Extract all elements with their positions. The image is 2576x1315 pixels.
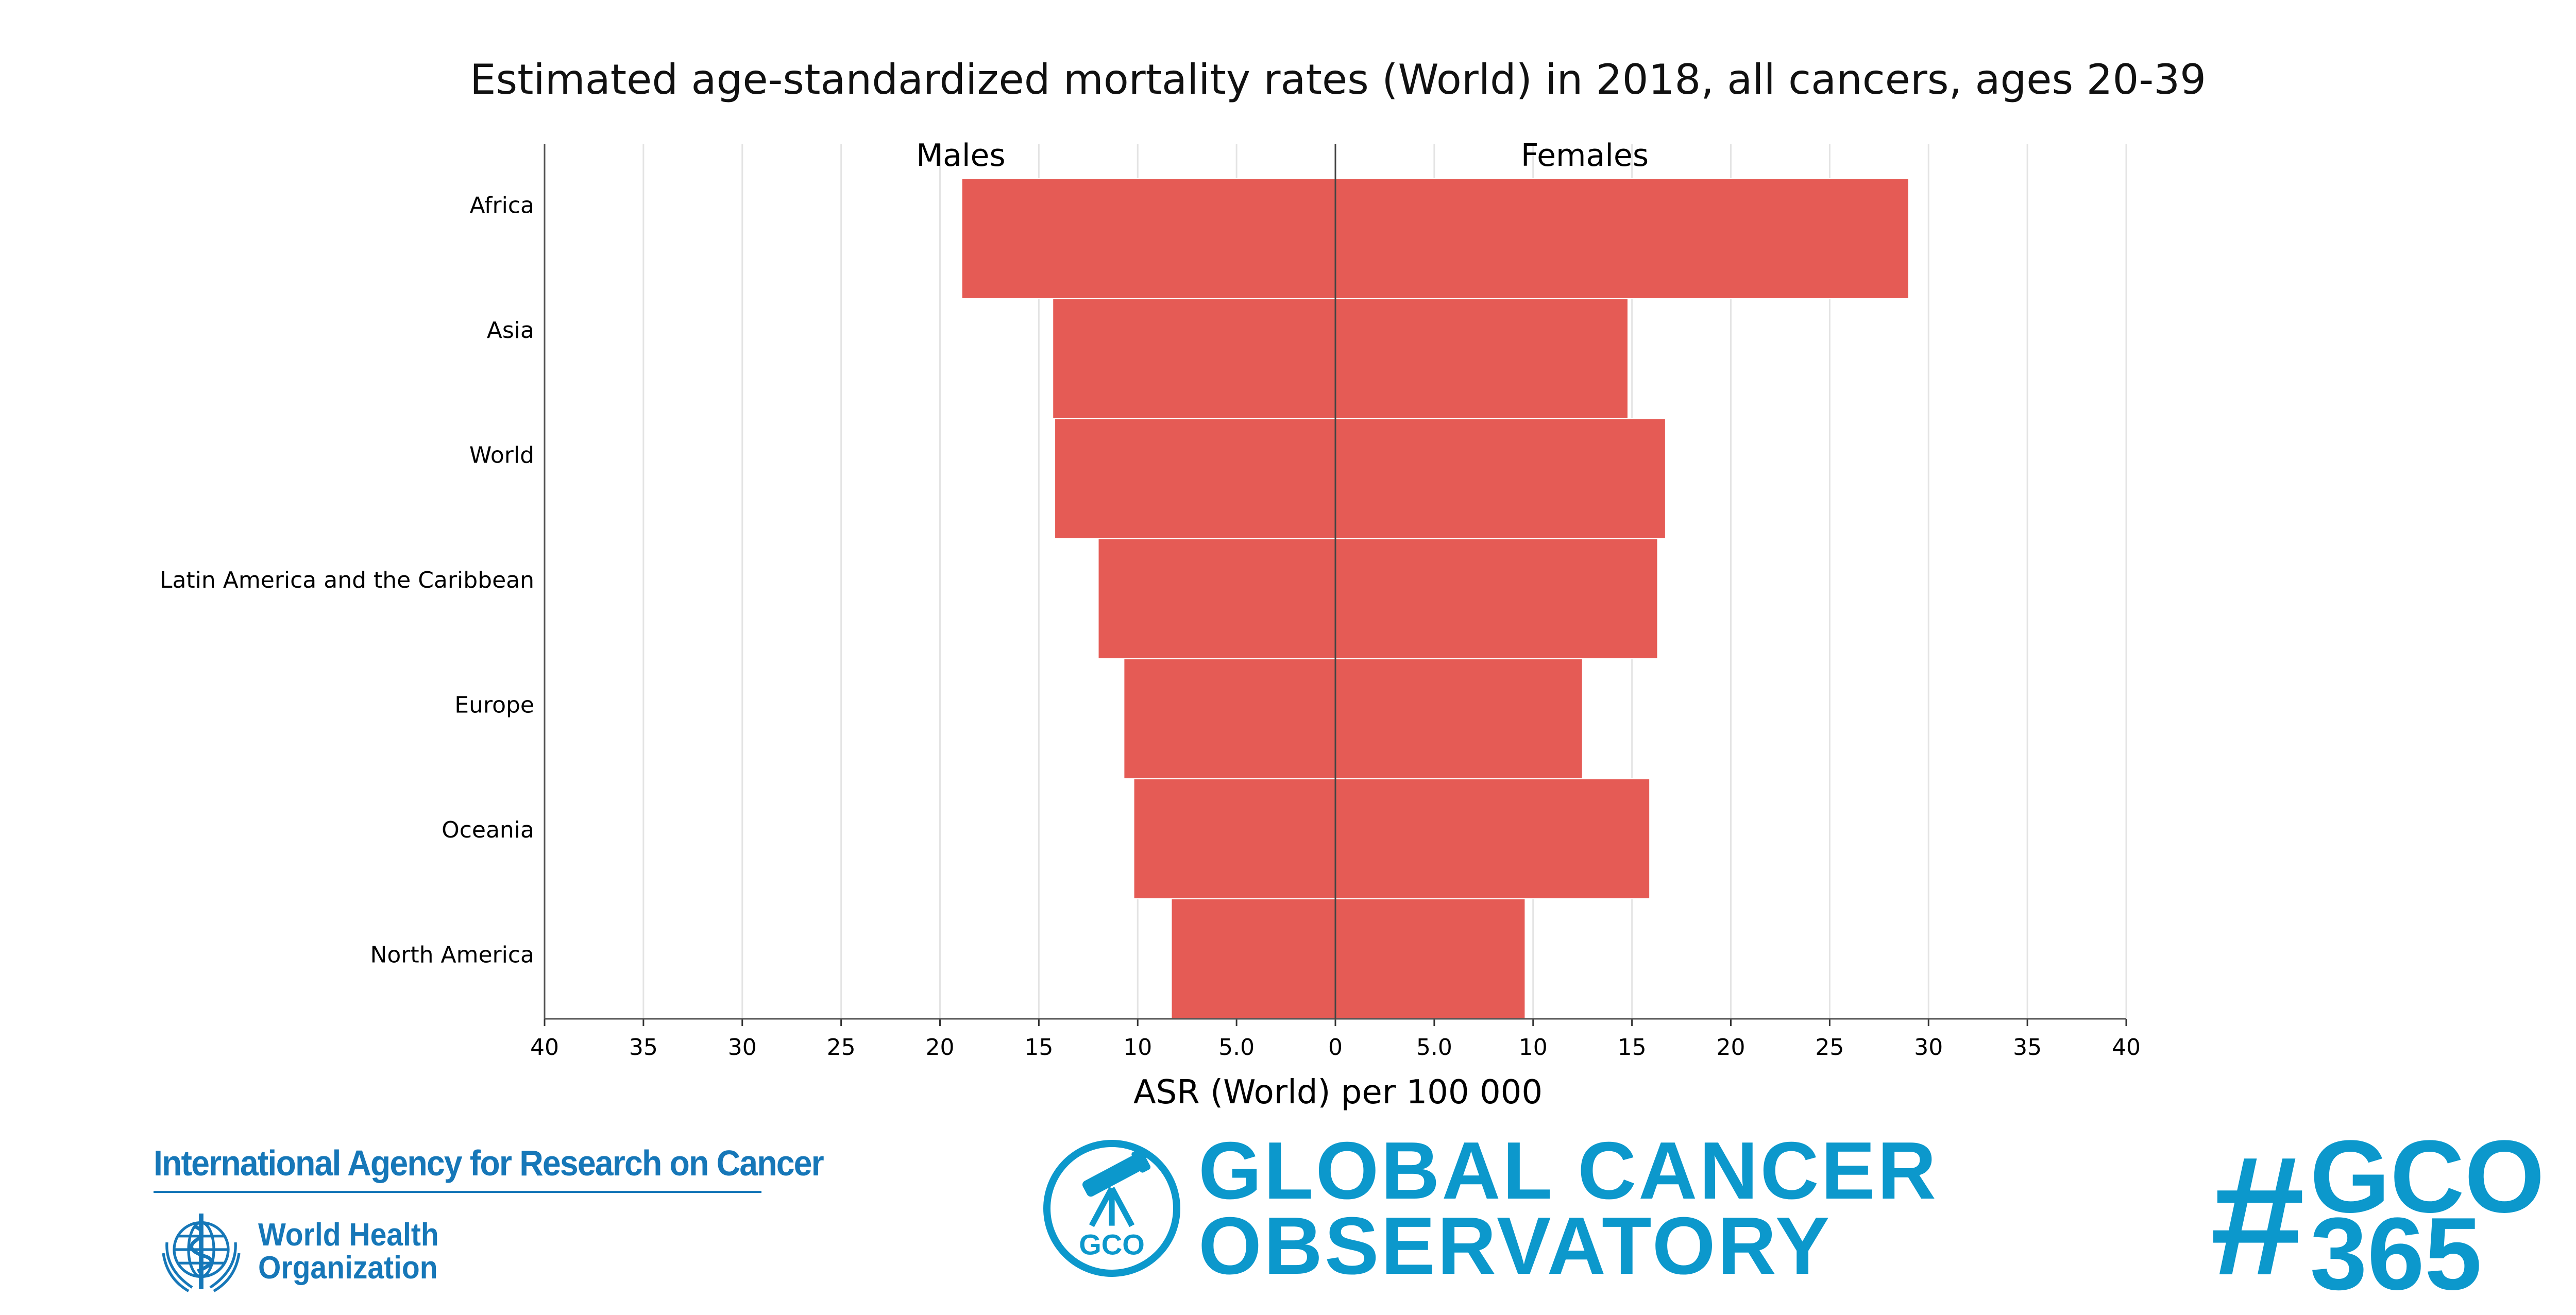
hashtag-gco365: # GCO 365 (2210, 1119, 2545, 1311)
x-tick-label: 15 (1024, 1034, 1053, 1061)
y-category-label: Europe (454, 692, 534, 719)
y-category-label: Oceania (442, 817, 534, 843)
bar-females (1335, 778, 1651, 899)
bar-males (1054, 418, 1336, 539)
x-tick-label: 35 (629, 1034, 658, 1061)
series-label-females: Females (1521, 138, 1649, 174)
chart-title: Estimated age-standardized mortality rat… (470, 56, 2206, 104)
x-tick-label: 40 (2112, 1034, 2141, 1061)
x-tick-label: 15 (1618, 1034, 1647, 1061)
x-tick-label: 30 (1914, 1034, 1943, 1061)
y-category-label: Latin America and the Caribbean (160, 567, 534, 593)
x-axis-label: ASR (World) per 100 000 (1133, 1073, 1543, 1112)
x-tick-label: 10 (1123, 1034, 1152, 1061)
bar-females (1335, 898, 1526, 1019)
iarc-name: International Agency for Research on Can… (154, 1143, 824, 1183)
telescope-icon: GCO (1043, 1140, 1180, 1277)
gco-badge-text: GCO (1079, 1228, 1145, 1261)
y-category-label: World (469, 442, 534, 468)
who-emblem-icon (162, 1214, 241, 1292)
hashtag-line1: GCO (2310, 1119, 2545, 1234)
x-tick-label: 35 (2013, 1034, 2042, 1061)
x-tick-label: 25 (827, 1034, 856, 1061)
bar-males (1133, 778, 1336, 899)
x-tick-label: 20 (1717, 1034, 1745, 1061)
x-tick-label: 20 (926, 1034, 955, 1061)
x-tick-label: 0 (1328, 1034, 1343, 1061)
who-name-line2: Organization (258, 1250, 438, 1286)
gco-logo: GCO GLOBAL CANCER OBSERVATORY (1040, 1125, 1938, 1291)
bar-females (1335, 418, 1666, 539)
x-tick-label: 30 (728, 1034, 757, 1061)
iarc-who-logo: International Agency for Research on Can… (154, 1142, 824, 1296)
y-category-label: Africa (470, 192, 535, 218)
x-tick-label: 10 (1519, 1034, 1548, 1061)
x-tick-label: 5.0 (1218, 1034, 1255, 1061)
y-category-label: North America (370, 942, 534, 968)
bar-females (1335, 178, 1909, 299)
bar-males (1052, 298, 1336, 419)
gco-title-line2: OBSERVATORY (1198, 1201, 1832, 1291)
bar-females (1335, 298, 1629, 419)
bar-males (1097, 538, 1336, 659)
series-label-males: Males (916, 138, 1005, 174)
gco-title-line1: GLOBAL CANCER (1198, 1125, 1938, 1216)
y-category-label: Asia (487, 317, 534, 344)
bar-males (961, 178, 1336, 299)
hashtag-symbol: # (2210, 1120, 2305, 1310)
who-name-line1: World Health (258, 1217, 439, 1253)
bar-females (1335, 658, 1583, 779)
bar-males (1123, 658, 1336, 779)
hashtag-line2: 365 (2310, 1197, 2482, 1311)
x-tick-label: 25 (1815, 1034, 1844, 1061)
x-tick-label: 5.0 (1416, 1034, 1452, 1061)
iarc-divider (154, 1191, 761, 1193)
bar-females (1335, 538, 1658, 659)
x-tick-label: 40 (530, 1034, 559, 1061)
bar-males (1171, 898, 1336, 1019)
